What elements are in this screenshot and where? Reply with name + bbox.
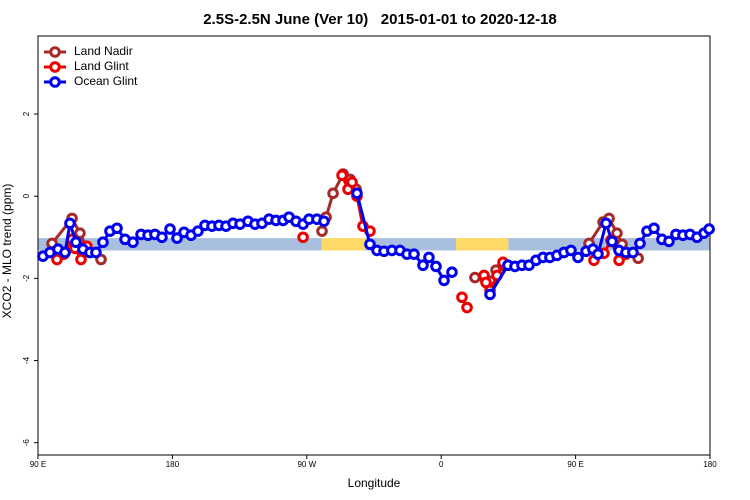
data-point (346, 176, 358, 189)
x-tick-label: 0 (439, 460, 444, 469)
legend-label: Ocean Glint (74, 74, 138, 88)
data-point (417, 259, 429, 272)
y-tick-label: -2 (22, 274, 31, 282)
band-segment (38, 238, 322, 251)
data-point (663, 235, 675, 248)
data-point (64, 217, 76, 230)
data-point (484, 288, 496, 301)
data-point (606, 235, 618, 248)
data-point (297, 231, 309, 244)
data-point (565, 244, 577, 257)
data-point (446, 266, 458, 279)
data-point (461, 301, 473, 314)
x-tick-label: 180 (703, 460, 717, 469)
y-tick-label: 2 (22, 111, 31, 116)
data-point (59, 246, 71, 259)
x-tick-label: 90 E (567, 460, 583, 469)
legend-label: Land Nadir (74, 44, 133, 58)
chart-title: 2.5S-2.5N June (Ver 10) 2015-01-01 to 20… (203, 11, 557, 28)
data-point (592, 248, 604, 260)
data-point (634, 237, 646, 250)
x-tick-label: 90 W (297, 460, 316, 469)
data-point (327, 187, 339, 200)
data-point (51, 253, 63, 266)
data-point (648, 222, 660, 235)
data-point (171, 232, 183, 244)
data-point (438, 274, 450, 287)
data-point (600, 217, 612, 230)
x-tick-label: 180 (166, 460, 180, 469)
data-point (430, 260, 442, 273)
data-point (469, 271, 481, 284)
data-point (192, 225, 204, 237)
band-segment (321, 238, 366, 251)
data-point (572, 251, 584, 264)
plot-frame (37, 35, 711, 456)
band-segment (456, 238, 509, 251)
data-point (316, 225, 328, 237)
x-axis-label: Longitude (348, 476, 401, 490)
data-point (627, 246, 639, 259)
data-point (156, 231, 168, 244)
x-tick-label: 90 E (30, 460, 46, 469)
data-point (318, 215, 330, 228)
data-point (74, 227, 86, 239)
data-point (336, 169, 348, 182)
y-tick-label: -4 (22, 356, 31, 364)
data-point (164, 223, 176, 235)
data-point (364, 238, 376, 251)
data-point (75, 253, 87, 266)
data-point (97, 236, 109, 249)
data-point (423, 251, 435, 264)
y-tick-label: 0 (22, 193, 31, 198)
data-point (127, 236, 139, 249)
legend-marker (49, 46, 61, 58)
data-point (351, 187, 363, 200)
legend-label: Land Glint (74, 59, 129, 73)
data-point (408, 248, 420, 260)
data-point (611, 227, 623, 239)
data-point (456, 291, 468, 304)
data-point (111, 222, 123, 235)
legend-marker (49, 61, 61, 73)
y-tick-label: -6 (22, 439, 31, 447)
data-point (703, 223, 715, 235)
legend-marker (49, 76, 61, 88)
y-axis-label: XCO2 - MLO trend (ppm) (0, 184, 14, 319)
data-point (90, 246, 102, 259)
data-point (70, 236, 82, 249)
